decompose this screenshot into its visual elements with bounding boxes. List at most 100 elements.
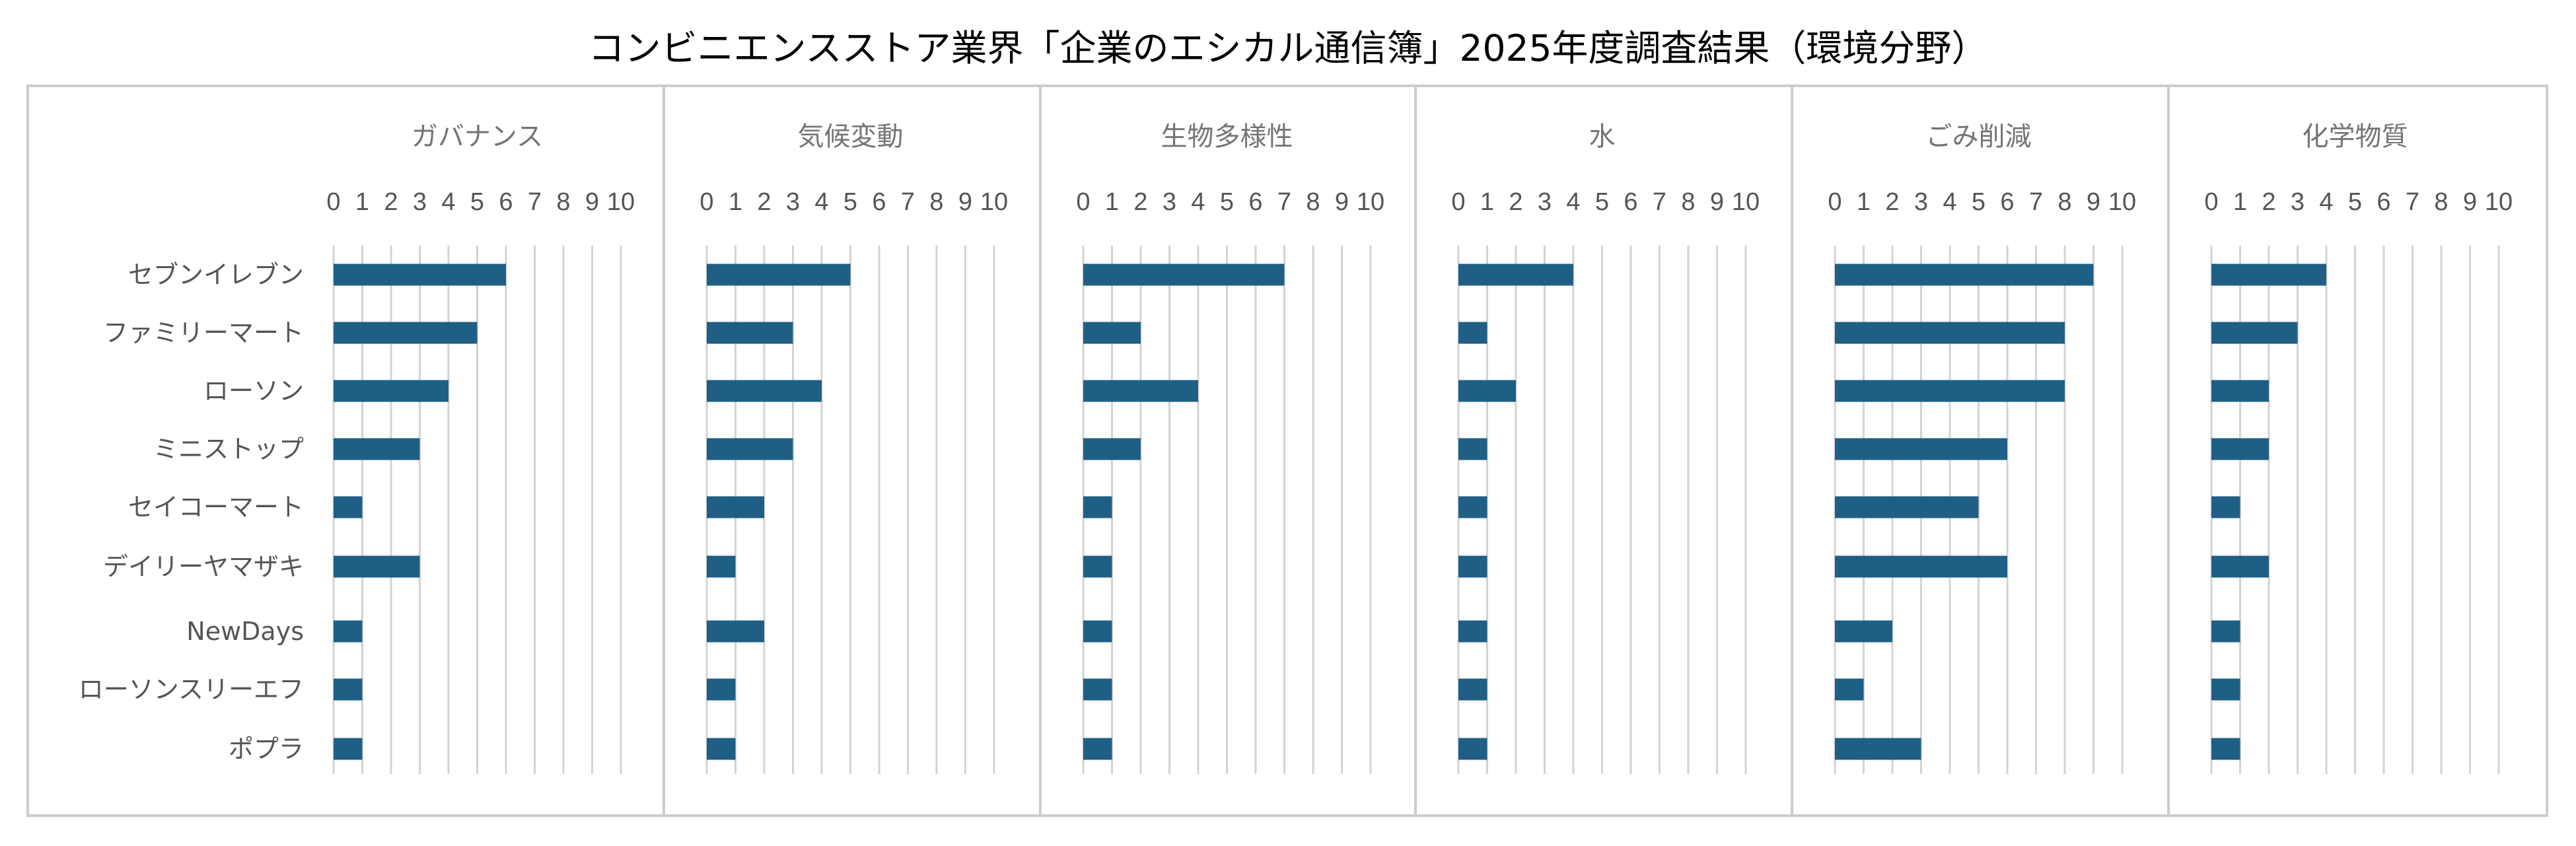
tick-label: 6 — [1624, 188, 1637, 216]
tick-label: 10 — [1732, 188, 1760, 216]
tick-label: 2 — [1133, 188, 1147, 216]
bar — [1083, 555, 1112, 578]
bar — [1458, 264, 1573, 286]
bar — [1083, 678, 1112, 701]
bar — [1835, 678, 1864, 701]
tick-label: 1 — [1105, 188, 1119, 216]
tick-label: 3 — [1538, 188, 1552, 216]
tick-label: 4 — [441, 188, 455, 216]
tick-label: 1 — [1857, 188, 1871, 216]
tick-label: 3 — [1914, 188, 1928, 216]
tick-label: 10 — [1357, 188, 1384, 216]
tick-label: 1 — [355, 188, 369, 216]
tick-label: 7 — [1653, 188, 1666, 216]
tick-label: 8 — [1306, 188, 1320, 216]
bar — [1835, 555, 2007, 578]
bar — [334, 738, 363, 760]
tick-label: 3 — [413, 188, 427, 216]
tick-label: 5 — [470, 188, 484, 216]
bar — [1835, 264, 2094, 286]
bar — [707, 555, 736, 578]
tick-label: 0 — [699, 188, 713, 216]
panel-title: ガバナンス — [411, 122, 543, 152]
bar — [334, 496, 363, 518]
bar — [2211, 496, 2240, 518]
tick-label: 9 — [1335, 188, 1349, 216]
bar — [2211, 555, 2269, 578]
panel-border — [2167, 85, 2548, 817]
tick-label: 10 — [2108, 188, 2136, 216]
tick-label: 3 — [2291, 188, 2305, 216]
tick-label: 8 — [1681, 188, 1695, 216]
bar — [1083, 380, 1198, 402]
bar — [1458, 322, 1487, 344]
tick-label: 9 — [2463, 188, 2477, 216]
panel: 化学物質 0 1 2 3 4 5 6 7 8 9 10 — [2167, 85, 2548, 817]
panel-title: 化学物質 — [2303, 122, 2408, 152]
tick-label: 9 — [585, 188, 599, 216]
tick-label: 0 — [1828, 188, 1842, 216]
tick-label: 5 — [1220, 188, 1234, 216]
tick-label: 5 — [843, 188, 857, 216]
bar — [1458, 438, 1487, 460]
bar — [1458, 738, 1487, 760]
tick-label: 4 — [814, 188, 828, 216]
bar — [1835, 496, 1979, 518]
bar — [707, 264, 851, 286]
tick-label: 1 — [2233, 188, 2247, 216]
tick-label: 9 — [1710, 188, 1724, 216]
panel-title: 水 — [1589, 122, 1616, 152]
bar — [1458, 496, 1487, 518]
bar — [2211, 264, 2326, 286]
tick-label: 8 — [2434, 188, 2448, 216]
tick-label: 6 — [499, 188, 513, 216]
bar — [707, 678, 736, 701]
tick-label: 6 — [2000, 188, 2014, 216]
tick-label: 4 — [1566, 188, 1580, 216]
bar — [1083, 496, 1112, 518]
bar — [1083, 264, 1285, 286]
category-label: デイリーヤマザキ — [103, 552, 304, 581]
bar — [707, 496, 764, 518]
category-label: セブンイレブン — [128, 260, 304, 289]
bar — [2211, 678, 2240, 701]
bar — [2211, 620, 2240, 643]
tick-label: 0 — [2204, 188, 2218, 216]
tick-label: 1 — [1480, 188, 1494, 216]
tick-label: 9 — [958, 188, 972, 216]
bar — [334, 620, 363, 643]
tick-label: 5 — [2348, 188, 2362, 216]
panel: ごみ削減 0 1 2 3 4 5 6 7 8 9 10 — [1791, 85, 2170, 817]
bar — [1083, 620, 1112, 643]
tick-label: 9 — [2087, 188, 2100, 216]
bar — [707, 322, 793, 344]
tick-label: 8 — [929, 188, 943, 216]
bar — [1835, 620, 1892, 643]
bar — [707, 620, 764, 643]
tick-label: 2 — [757, 188, 771, 216]
bar — [334, 380, 448, 402]
category-label: ファミリーマート — [103, 318, 304, 347]
bar — [334, 678, 363, 701]
tick-label: 10 — [980, 188, 1008, 216]
tick-label: 6 — [1248, 188, 1262, 216]
tick-label: 3 — [1163, 188, 1176, 216]
tick-label: 2 — [384, 188, 398, 216]
bar — [1835, 738, 1921, 760]
category-labels: セブンイレブンファミリーマートローソンミニストップセイコーマートデイリーヤマザキ… — [79, 260, 304, 763]
category-label: NewDays — [186, 617, 304, 646]
tick-label: 8 — [556, 188, 570, 216]
bar — [707, 738, 736, 760]
bar — [334, 438, 420, 460]
tick-label: 7 — [1277, 188, 1291, 216]
chart-title: コンビニエンスストア業界「企業のエシカル通信簿」2025年度調査結果（環境分野） — [588, 27, 1988, 69]
tick-label: 7 — [901, 188, 915, 216]
tick-label: 2 — [1885, 188, 1899, 216]
tick-label: 7 — [2406, 188, 2419, 216]
panel: 水 0 1 2 3 4 5 6 7 8 9 10 — [1414, 85, 1793, 817]
bar — [707, 438, 793, 460]
tick-label: 10 — [2485, 188, 2513, 216]
tick-label: 1 — [729, 188, 742, 216]
panel-title: 生物多様性 — [1161, 122, 1293, 152]
